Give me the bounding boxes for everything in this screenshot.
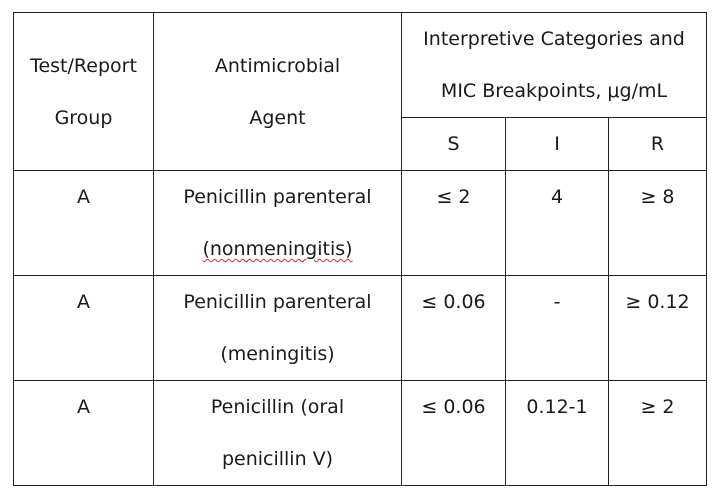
row-s-value: ≤ 2: [401, 170, 506, 276]
agent-line1: Penicillin parenteral: [183, 291, 372, 313]
header-col-s: S: [401, 117, 506, 171]
header-group-line1: Test/Report: [30, 54, 137, 77]
row-i-value: -: [505, 275, 609, 381]
agent-line1: Penicillin parenteral: [183, 186, 372, 208]
agent-line1: Penicillin (oral: [210, 396, 345, 418]
row-agent: Penicillin parenteral (nonmeningitis): [153, 170, 402, 276]
row-r-value: ≥ 2: [608, 380, 707, 486]
header-agent-line1: Antimicrobial: [214, 54, 341, 77]
table-row: A Penicillin parenteral (meningitis) ≤ 0…: [13, 275, 707, 381]
agent-line2: (nonmeningitis): [202, 238, 353, 260]
header-antimicrobial-agent: Antimicrobial Agent: [153, 12, 402, 171]
header-interp-line1: Interpretive Categories and: [423, 28, 685, 50]
row-i-value: 4: [505, 170, 609, 276]
row-r-value: ≥ 0.12: [608, 275, 707, 381]
header-interpretive-categories: Interpretive Categories and MIC Breakpoi…: [401, 12, 707, 118]
row-r-value: ≥ 8: [608, 170, 707, 276]
row-group: A: [13, 275, 154, 381]
row-group: A: [13, 380, 154, 486]
header-agent-line2: Agent: [249, 106, 306, 129]
header-row: Test/Report Group Antimicrobial Agent In…: [13, 12, 707, 171]
table-row: A Penicillin parenteral (nonmeningitis) …: [13, 170, 707, 276]
row-group: A: [13, 170, 154, 276]
agent-line2: penicillin V): [221, 448, 334, 470]
mic-breakpoint-table: Test/Report Group Antimicrobial Agent In…: [13, 12, 707, 486]
table-row: A Penicillin (oral penicillin V) ≤ 0.06 …: [13, 380, 707, 486]
row-s-value: ≤ 0.06: [401, 380, 506, 486]
header-test-report-group: Test/Report Group: [13, 12, 154, 171]
subheader-row: S I R: [14, 117, 707, 171]
agent-line2: (meningitis): [220, 343, 335, 365]
header-interp-line2: MIC Breakpoints, μg/mL: [440, 80, 668, 102]
header-col-i: I: [505, 117, 609, 171]
header-group-line2: Group: [54, 106, 113, 129]
header-col-r: R: [608, 117, 707, 171]
row-i-value: 0.12-1: [505, 380, 609, 486]
row-s-value: ≤ 0.06: [401, 275, 506, 381]
row-agent: Penicillin parenteral (meningitis): [153, 275, 402, 381]
row-agent: Penicillin (oral penicillin V): [153, 380, 402, 486]
